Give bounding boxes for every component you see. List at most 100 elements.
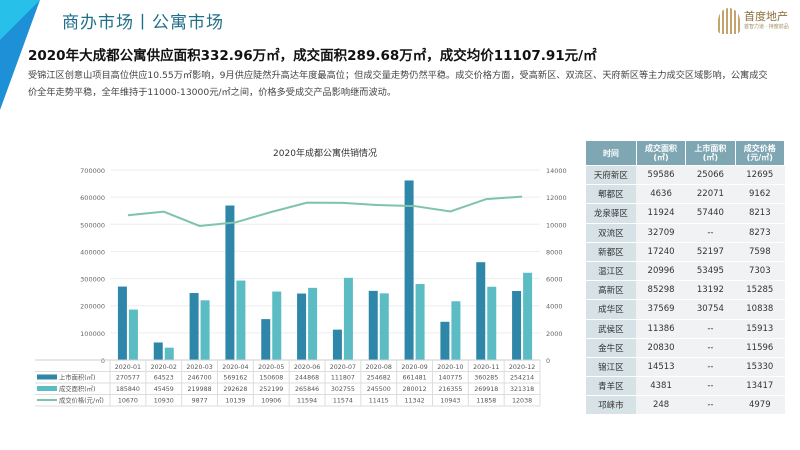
data-label: 11342 bbox=[405, 398, 425, 405]
chart-title: 2020年成都公寓供销情况 bbox=[273, 147, 377, 159]
x-tick-label: 2020-08 bbox=[366, 364, 392, 371]
table-cell: 15913 bbox=[735, 319, 785, 339]
deal-bar bbox=[164, 347, 174, 360]
y2-tick-label: 12000 bbox=[546, 194, 567, 202]
x-tick-label: 2020-01 bbox=[115, 364, 141, 371]
table-row: 高新区 85298 13192 15285 bbox=[585, 280, 785, 301]
table-cell: 22071 bbox=[685, 184, 736, 205]
y-tick-label: 200000 bbox=[80, 303, 105, 311]
table-cell: 52197 bbox=[685, 242, 736, 262]
y-tick-label: 300000 bbox=[80, 276, 105, 284]
data-label: 150608 bbox=[259, 375, 283, 382]
table-cell: 15330 bbox=[735, 357, 785, 378]
table-cell: 7598 bbox=[735, 242, 785, 262]
table-cell: 11386 bbox=[636, 319, 686, 339]
data-label: 265846 bbox=[295, 386, 319, 393]
x-tick-label: 2020-11 bbox=[473, 364, 499, 371]
table-row: 成华区 37569 30754 10838 bbox=[585, 299, 785, 320]
data-label: 185840 bbox=[116, 386, 140, 393]
table-row: 温江区 20996 53495 7303 bbox=[585, 261, 785, 282]
table-cell: 25066 bbox=[685, 165, 736, 186]
x-tick-label: 2020-05 bbox=[258, 364, 284, 371]
table-row: 郫都区 4636 22071 9162 bbox=[585, 184, 785, 205]
table-cell: 郫都区 bbox=[585, 184, 637, 205]
data-label: 269918 bbox=[474, 386, 498, 393]
data-label: 245500 bbox=[367, 386, 391, 393]
table-cell: 成华区 bbox=[585, 299, 637, 320]
description: 受锦江区创意山项目高位供应10.55万㎡影响，9月供应陡然升高达年度最高位；但成… bbox=[28, 70, 768, 98]
y-tick-label: 400000 bbox=[80, 248, 105, 256]
table-cell: -- bbox=[685, 223, 736, 243]
table-cell: 57440 bbox=[685, 203, 736, 224]
table-cell: 温江区 bbox=[585, 261, 637, 282]
supply-bar bbox=[297, 293, 307, 360]
table-cell: 11596 bbox=[735, 338, 785, 358]
data-label: 45459 bbox=[154, 386, 174, 393]
table-cell: -- bbox=[685, 395, 736, 416]
table-cell: 武侯区 bbox=[585, 319, 637, 339]
data-label: 140775 bbox=[438, 375, 462, 382]
y2-tick-label: 4000 bbox=[546, 303, 563, 311]
data-label: 246700 bbox=[188, 375, 212, 382]
table-cell: 15285 bbox=[735, 280, 785, 301]
table-header: 时间 bbox=[585, 140, 637, 166]
supply-bar bbox=[404, 180, 414, 360]
table-row: 邛崃市 248 -- 4979 bbox=[585, 395, 785, 416]
data-label: 321318 bbox=[510, 386, 534, 393]
data-label: 254682 bbox=[367, 375, 391, 382]
logo-name: 首度地产 bbox=[744, 10, 788, 23]
x-tick-label: 2020-10 bbox=[437, 364, 463, 371]
deal-bar bbox=[308, 287, 318, 360]
data-label: 569162 bbox=[223, 375, 247, 382]
legend-label: 成交面积(㎡) bbox=[59, 384, 95, 393]
table-row: 天府新区 59586 25066 12695 bbox=[585, 165, 785, 186]
table-row: 金牛区 20830 -- 11596 bbox=[585, 338, 785, 358]
legend-label: 成交价格(元/㎡) bbox=[59, 396, 104, 405]
supply-bar bbox=[512, 290, 522, 360]
y-tick-label: 500000 bbox=[80, 221, 105, 229]
table-cell: 248 bbox=[636, 395, 686, 416]
table-cell: 13417 bbox=[735, 376, 785, 397]
supply-bar bbox=[225, 205, 235, 360]
data-label: 252199 bbox=[259, 386, 283, 393]
y2-tick-label: 8000 bbox=[546, 248, 563, 256]
deal-bar bbox=[200, 300, 210, 360]
table-cell: 邛崃市 bbox=[585, 395, 637, 416]
supply-deal-chart: 2020年成都公寓供销情况010000020000030000040000050… bbox=[35, 147, 567, 407]
table-cell: -- bbox=[685, 319, 736, 339]
data-label: 292628 bbox=[223, 386, 247, 393]
supply-bar bbox=[153, 342, 163, 360]
table-cell: 85298 bbox=[636, 280, 686, 301]
deal-bar bbox=[236, 280, 246, 360]
page-title: 商办市场丨公寓市场 bbox=[62, 13, 224, 33]
table-cell: 53495 bbox=[685, 261, 736, 282]
legend-swatch bbox=[37, 386, 57, 391]
table-cell: 锦江区 bbox=[585, 357, 637, 378]
y2-tick-label: 2000 bbox=[546, 330, 563, 338]
table-cell: 37569 bbox=[636, 299, 686, 320]
data-label: 280012 bbox=[403, 386, 427, 393]
data-label: 244868 bbox=[295, 375, 319, 382]
x-tick-label: 2020-09 bbox=[401, 364, 427, 371]
table-row: 青羊区 4381 -- 13417 bbox=[585, 376, 785, 397]
headline: 2020年大成都公寓供应面积332.96万㎡，成交面积289.68万㎡，成交均价… bbox=[28, 48, 597, 64]
legend-swatch bbox=[37, 374, 57, 380]
data-label: 9877 bbox=[192, 398, 208, 405]
supply-bar bbox=[261, 319, 271, 360]
table-cell: 20996 bbox=[636, 261, 686, 282]
table-cell: 高新区 bbox=[585, 280, 637, 301]
table-cell: -- bbox=[685, 338, 736, 358]
table-cell: 新都区 bbox=[585, 242, 637, 262]
data-label: 254214 bbox=[510, 375, 534, 382]
data-label: 302755 bbox=[331, 386, 355, 393]
table-cell: 11924 bbox=[636, 203, 686, 224]
table-cell: 59586 bbox=[636, 165, 686, 186]
x-tick-label: 2020-06 bbox=[294, 364, 320, 371]
data-label: 219988 bbox=[188, 386, 212, 393]
table-cell: 7303 bbox=[735, 261, 785, 282]
supply-bar bbox=[440, 321, 450, 360]
supply-bar bbox=[476, 262, 486, 360]
y2-tick-label: 14000 bbox=[546, 167, 567, 175]
supply-bar bbox=[332, 329, 342, 360]
y-tick-label: 600000 bbox=[80, 194, 105, 202]
